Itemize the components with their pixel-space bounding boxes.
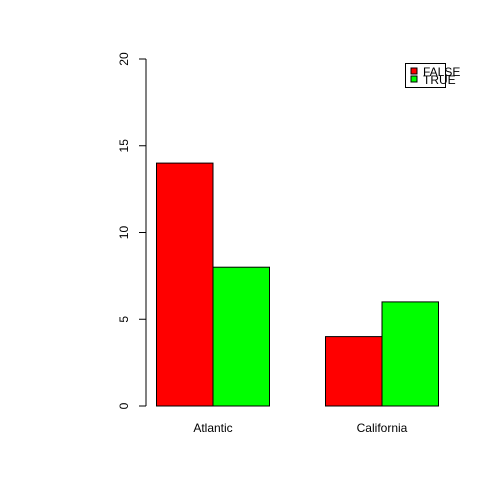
category-label: California	[357, 421, 408, 435]
y-tick-label: 5	[117, 316, 131, 323]
y-tick-label: 0	[117, 402, 131, 409]
bar-california-true	[381, 301, 439, 407]
y-tick-label: 15	[117, 139, 131, 153]
category-label: Atlantic	[193, 421, 232, 435]
legend-swatch-false	[410, 67, 418, 75]
y-axis: 0 5 10 15 20	[117, 52, 147, 409]
legend-label-false: FALSE	[423, 65, 460, 79]
bar-atlantic-true	[212, 266, 270, 407]
x-axis-labels: Atlantic California	[193, 421, 407, 435]
y-tick-label: 20	[117, 52, 131, 66]
bars	[156, 162, 439, 407]
bar-california-false	[325, 336, 383, 407]
y-tick-label: 10	[117, 226, 131, 240]
legend-swatch-true	[410, 75, 418, 83]
bar-atlantic-false	[156, 162, 214, 407]
legend-label-true: TRUE	[423, 73, 456, 87]
